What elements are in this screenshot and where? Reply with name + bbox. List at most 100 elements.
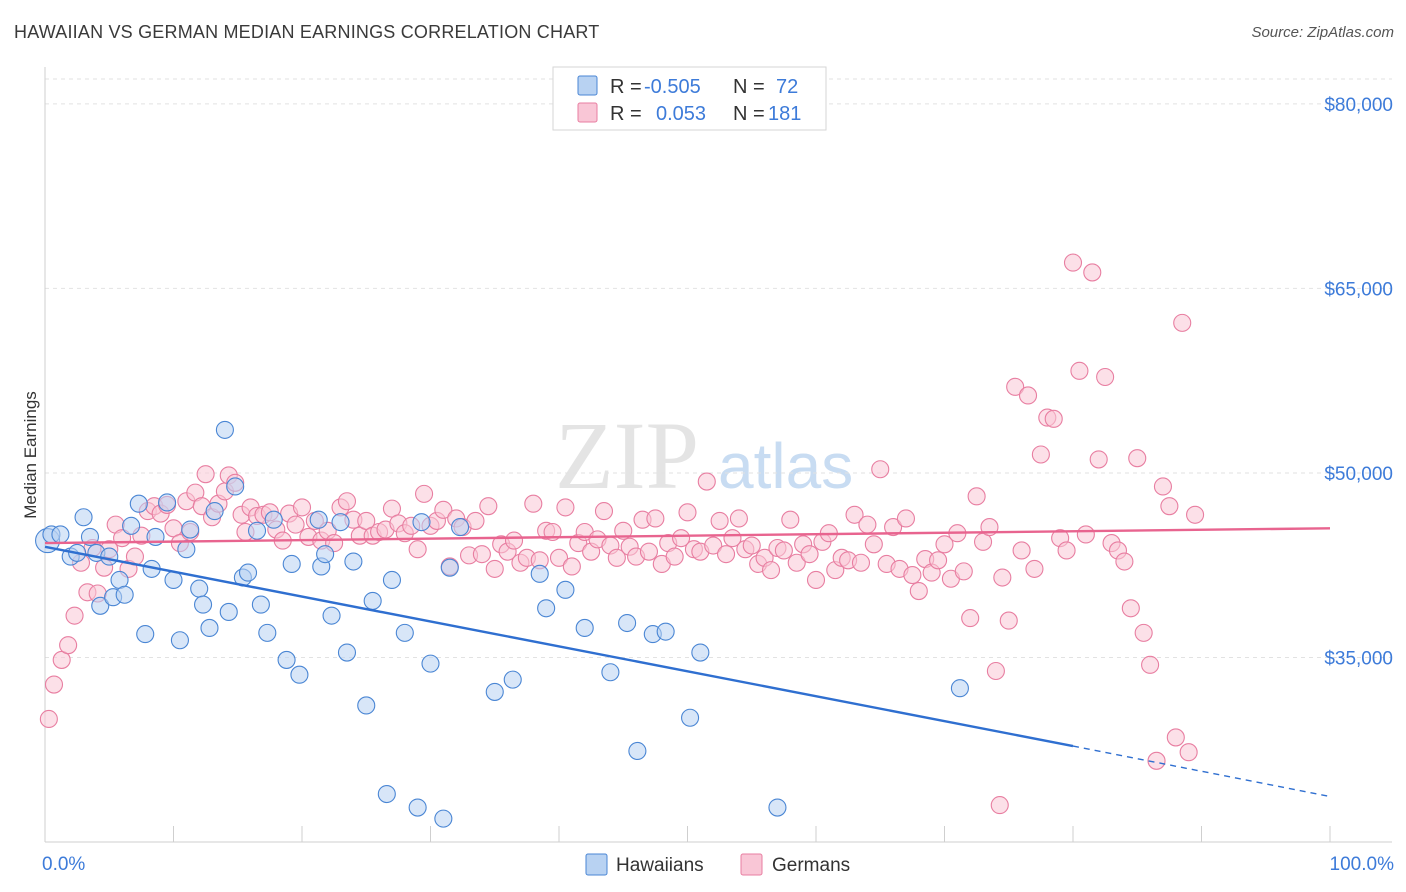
hawaiians-point [200,618,219,638]
legend-r-value-hawaiians: -0.505 [644,76,701,98]
hawaiians-point [80,527,100,546]
germans-point [1134,623,1153,642]
hawaiians-point [530,564,549,583]
germans-point [562,557,581,576]
germans-point [1186,505,1205,524]
x-tick-label-0: 0.0% [42,854,85,875]
hawaiians-point [205,502,224,521]
hawaiians-point [129,494,148,513]
watermark-zip: ZIP [555,402,699,509]
hawaiians-point [412,513,431,532]
chart-title: HAWAIIAN VS GERMAN MEDIAN EARNINGS CORRE… [14,22,600,42]
x-tick-labels: 0.0% 100.0% [42,854,1394,875]
germans-point [1166,728,1185,747]
germans-point [1179,743,1198,762]
germans-point [935,535,954,554]
germans-point [929,551,948,570]
legend-n-label-hawaiians: N = [733,76,765,98]
germans-point [1121,599,1140,618]
germans-point [1083,263,1102,282]
germans-point [1141,655,1160,674]
germans-point [787,553,806,572]
germans-point [909,581,928,601]
germans-point [1057,541,1076,560]
y-tick-label-1: $65,000 [1324,279,1393,300]
source-label: Source: ZipAtlas.com [1251,24,1394,41]
hawaiians-point [331,513,350,532]
x-ticks [44,826,1331,842]
bottom-legend-label-hawaiians: Hawaiians [616,855,704,876]
germans-point [999,611,1018,630]
germans-point [614,521,633,540]
germans-point [774,541,793,560]
germans-point [967,487,986,506]
germans-point [1063,253,1083,272]
hawaiians-trend-line [44,545,1074,748]
legend-r-label-hawaiians: R = [610,76,642,98]
bottom-legend-swatch-hawaiians [585,853,608,876]
germans-point [704,536,723,555]
germans-point [1012,541,1031,560]
hawaiians-point [440,558,459,577]
legend-n-value-germans: 181 [768,103,801,125]
hawaiians-point [158,493,177,512]
series-legend: Hawaiians Germans [585,853,850,876]
germans-point [1070,361,1089,380]
germans-point [639,542,659,561]
germans-point [1160,497,1179,516]
hawaiians-point [357,696,376,715]
germans-point [665,547,684,566]
germans-point [1006,377,1025,396]
x-tick-label-1: 100.0% [1330,854,1395,875]
hawaiians-trend-extension [1072,745,1331,798]
germans-point [39,709,58,729]
trend-lines [44,527,1331,798]
bottom-legend-swatch-germans [740,853,763,876]
hawaiians-point [264,510,283,529]
germans-point [1025,559,1044,578]
hawaiians-point [575,618,594,638]
germans-point [408,540,427,559]
y-tick-label-0: $80,000 [1324,95,1393,116]
hawaiians-point [485,682,504,701]
hawaiians-point [277,650,296,669]
germans-point [864,535,883,554]
germans-point [1044,409,1063,428]
watermark-atlas: atlas [718,430,853,502]
hawaiians-point [421,654,440,673]
hawaiians-point [950,679,969,698]
germans-point [434,500,453,519]
hawaiians-point [282,554,301,574]
hawaiians-point [290,665,309,684]
legend-r-label-germans: R = [610,103,642,125]
hawaiians-point [681,708,700,727]
germans-point [1153,477,1172,496]
germans-point [549,548,569,567]
hawaiians-point [190,579,209,598]
hawaiians-point [170,631,189,650]
hawaiians-point [122,516,141,535]
germans-point [472,545,491,564]
hawaiians-point [316,545,335,564]
hawaiians-point [215,420,234,439]
germans-points [39,253,1205,815]
germans-point [986,661,1005,681]
hawaiians-point [656,622,675,641]
germans-point [65,606,84,625]
hawaiians-point [691,643,710,662]
hawaiians-point [91,596,110,615]
germans-point [993,568,1012,587]
correlation-legend: R = -0.505 N = 72 R = 0.053 N = 181 [552,66,827,131]
hawaiians-point [768,798,787,817]
hawaiians-point [219,602,238,622]
germans-point [524,494,543,513]
germans-point [845,505,864,524]
legend-swatch-germans [577,102,598,123]
hawaiians-point [136,625,155,644]
legend-swatch-hawaiians [577,75,598,96]
germans-point [954,562,973,581]
germans-point [1089,450,1108,469]
germans-point [896,509,916,528]
germans-point [672,529,691,548]
